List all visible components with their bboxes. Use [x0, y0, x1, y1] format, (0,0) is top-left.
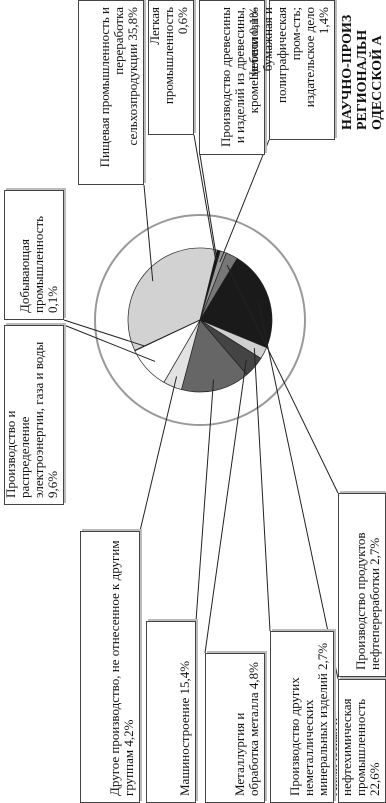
label-text: Производство продуктов нефтепереработки …	[353, 500, 382, 670]
value-label: 22,6%	[367, 762, 382, 796]
label-box: Металлургия и обработка металла 4,8%	[205, 653, 265, 803]
category-label: Другое производство, не отнесенное к дру…	[107, 540, 136, 796]
category-label: Производство других неметаллических мине…	[287, 673, 330, 796]
value-label: 1,4%	[316, 7, 331, 35]
leader-line	[193, 134, 217, 261]
header-line: РЕГИОНАЛЬН	[355, 29, 370, 130]
category-label: Легкая промышленность	[147, 7, 176, 105]
label-text: Производство и распределение электроэнер…	[3, 332, 60, 498]
value-label: 9,6%	[45, 470, 60, 498]
leader-line	[63, 324, 156, 362]
value-label: 2,7%	[367, 537, 382, 565]
pie-slice	[134, 319, 201, 352]
label-text: Производство других неметаллических мине…	[287, 638, 330, 796]
leader-line	[257, 300, 339, 680]
value-label: 2,7%	[315, 642, 330, 670]
label-text: Целлюлозно-бумажная и полиграфическая пр…	[246, 7, 331, 133]
label-text: Добывающая промышленность 0,1%	[17, 197, 60, 313]
label-box: Другое производство, не отнесенное к дру…	[80, 531, 140, 803]
header-line: ОДЕССКОЙ А	[370, 35, 385, 130]
category-label: Целлюлозно-бумажная и полиграфическая пр…	[246, 7, 317, 108]
category-label: Машиностроение	[177, 697, 192, 796]
leader-line	[253, 348, 271, 632]
label-box: Пищевая промышленность и переработка сел…	[78, 0, 144, 185]
pie-slice	[127, 247, 218, 351]
leader-line	[63, 319, 145, 347]
value-label: 0,6%	[175, 7, 190, 35]
leader-line	[219, 139, 270, 263]
leader-line	[195, 379, 215, 622]
value-label: 15,4%	[177, 660, 192, 695]
header-line: НАУЧНО-ПРОИЗ	[340, 14, 355, 130]
label-box: Машиностроение 15,4%	[146, 621, 196, 803]
label-box: Производство продуктов нефтепереработки …	[338, 493, 386, 677]
label-box: Целлюлозно-бумажная и полиграфическая пр…	[246, 0, 335, 140]
leader-line	[204, 359, 247, 654]
leader-line	[139, 376, 178, 532]
pie-slice	[180, 319, 248, 393]
label-text: Легкая промышленность 0,6%	[147, 7, 190, 128]
value-label: 4,8%	[246, 662, 261, 690]
label-box: Производство других неметаллических мине…	[270, 631, 334, 803]
outer-ring	[94, 214, 306, 426]
label-text: Химическая и нефтехимическая промышленно…	[325, 686, 382, 797]
label-text: Другое производство, не отнесенное к дру…	[107, 538, 136, 796]
label-box: Производство и распределение электроэнер…	[3, 325, 64, 505]
category-label: Производство и распределение электроэнер…	[3, 341, 46, 498]
leader-line	[143, 184, 154, 282]
label-box: Химическая и нефтехимическая промышленно…	[325, 679, 386, 803]
page-header: НАУЧНО-ПРОИЗ РЕГИОНАЛЬН ОДЕССКОЙ А	[340, 0, 386, 130]
leader-line	[199, 154, 218, 262]
category-label: Металлургия и обработка металла	[232, 692, 261, 796]
pie-slice	[199, 257, 273, 349]
label-text: Машиностроение 15,4%	[177, 628, 192, 796]
label-text: Пищевая промышленность и переработка сел…	[97, 7, 140, 178]
leader-line	[226, 264, 339, 494]
label-box: Добывающая промышленность 0,1%	[4, 190, 64, 320]
value-label: 35,8%	[125, 7, 140, 41]
label-box: Легкая промышленность 0,6%	[147, 0, 194, 135]
label-text: Металлургия и обработка металла 4,8%	[232, 660, 261, 796]
value-label: 4,2%	[121, 719, 136, 747]
category-label: Добывающая промышленность	[17, 215, 46, 313]
value-label: 0,1%	[45, 285, 60, 313]
